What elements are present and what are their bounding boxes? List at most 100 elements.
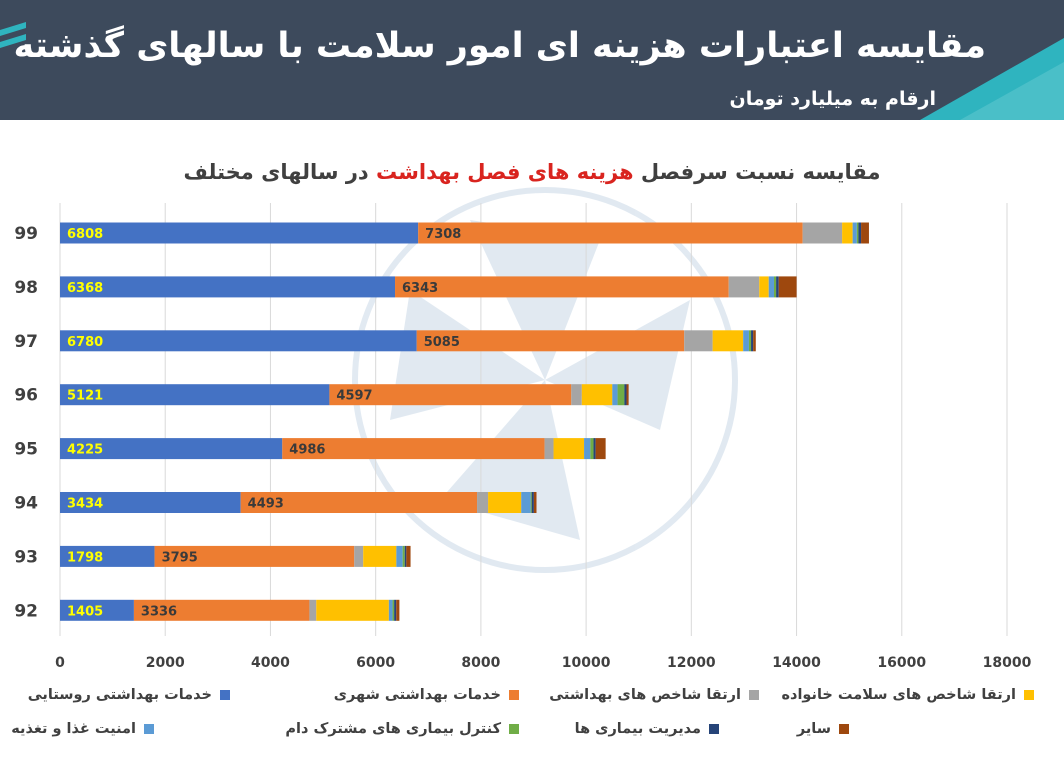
bar-segment <box>418 222 803 244</box>
legend-swatch <box>839 724 849 734</box>
bar-segment <box>684 330 713 352</box>
bar-segment <box>617 384 625 406</box>
bar-segment <box>394 599 397 621</box>
bar-segment <box>743 330 749 352</box>
legend-item: امنیت غذا و تغذیه <box>11 718 154 740</box>
chart-title-highlight: هزینه های فصل بهداشت <box>376 160 634 184</box>
data-label: 3434 <box>67 497 103 512</box>
bar-segment <box>396 599 400 621</box>
data-label: 4493 <box>248 497 284 512</box>
bar-segment <box>309 599 317 621</box>
bar-segment <box>416 330 685 352</box>
bar-segment <box>521 492 531 513</box>
bar-segment <box>612 384 618 406</box>
bar-segment <box>571 384 582 406</box>
y-category-label: 99 <box>14 224 38 244</box>
bar-segment <box>802 222 843 244</box>
chart-title-before: مقایسه نسبت سرفصل <box>640 160 881 184</box>
x-tick-label: 2000 <box>146 655 185 671</box>
x-tick-label: 0 <box>55 655 65 671</box>
bar-segment <box>590 438 594 460</box>
bar-segment <box>388 599 393 621</box>
x-tick-label: 10000 <box>562 655 611 671</box>
legend-label: خدمات بهداشتی شهری <box>333 687 501 703</box>
bar-segment <box>584 438 591 460</box>
bar-segment <box>773 276 777 298</box>
bar-segment <box>60 384 330 406</box>
data-label: 6808 <box>67 227 103 242</box>
data-label: 1798 <box>67 550 103 565</box>
bar-segment <box>354 545 364 567</box>
bar-segment <box>856 222 859 244</box>
legend-item: کنترل بیماری های مشترک دام <box>285 718 519 740</box>
x-tick-label: 16000 <box>877 655 926 671</box>
bar-segment <box>778 276 797 298</box>
bar-segment <box>712 330 744 352</box>
watermark-ring <box>352 187 738 573</box>
legend-label: کنترل بیماری های مشترک دام <box>285 721 501 737</box>
bar-segment <box>626 384 629 406</box>
bar-segment <box>858 222 862 244</box>
x-tick-label: 6000 <box>356 655 395 671</box>
x-tick-label: 4000 <box>251 655 290 671</box>
x-tick-label: 12000 <box>667 655 716 671</box>
legend-item: خدمات بهداشتی روستایی <box>28 684 230 706</box>
bar-segment <box>553 438 585 460</box>
bar-segment <box>404 545 407 567</box>
legend-swatch <box>749 690 759 700</box>
x-tick-label: 8000 <box>461 655 500 671</box>
bar-segment <box>593 438 596 460</box>
legend-item: خدمات بهداشتی شهری <box>334 684 519 706</box>
legend-row-2: امنیت غذا و تغذیه کنترل بیماری های مشترک… <box>0 718 1064 740</box>
bar-segment <box>133 599 310 621</box>
y-category-label: 98 <box>14 278 38 298</box>
bar-segment <box>395 276 729 298</box>
bar-segment <box>329 384 572 406</box>
y-category-label: 92 <box>14 601 38 621</box>
y-category-label: 96 <box>14 386 38 406</box>
bar-segment <box>240 492 478 513</box>
data-label: 6368 <box>67 281 103 296</box>
bar-segment <box>624 384 627 406</box>
bar-segment <box>753 330 756 352</box>
bar-segment <box>595 438 606 460</box>
bar-segment <box>406 545 411 567</box>
header-accent-stripe-light <box>960 62 1064 120</box>
y-category-label: 95 <box>14 440 38 460</box>
data-label: 3336 <box>141 604 177 619</box>
data-label: 4986 <box>289 443 325 458</box>
legend-item: مدیریت بیماری ها <box>575 718 719 740</box>
chart-title-after: در سالهای مختلف <box>183 160 369 184</box>
legend-swatch <box>1024 690 1034 700</box>
data-label: 6343 <box>402 281 438 296</box>
bar-segment <box>488 492 522 513</box>
page-title: مقایسه اعتبارات هزینه ای امور سلامت با س… <box>13 26 986 66</box>
data-label: 6780 <box>67 335 103 350</box>
bar-segment <box>759 276 769 298</box>
data-label: 1405 <box>67 604 103 619</box>
data-label: 4225 <box>67 443 103 458</box>
x-tick-label: 18000 <box>983 655 1032 671</box>
bar-segment <box>282 438 545 460</box>
legend-label: مدیریت بیماری ها <box>574 721 701 737</box>
bar-segment <box>60 222 419 244</box>
legend-item: سایر <box>797 718 849 740</box>
bar-segment <box>728 276 760 298</box>
legend-swatch <box>220 690 230 700</box>
bar-segment <box>60 276 396 298</box>
bar-segment <box>60 330 417 352</box>
bar-segment <box>842 222 853 244</box>
bar-segment <box>363 545 397 567</box>
bar-segment <box>396 545 403 567</box>
data-label: 5085 <box>424 335 460 350</box>
bar-segment <box>533 492 537 513</box>
bar-segment <box>581 384 613 406</box>
bar-segment <box>402 545 405 567</box>
bar-segment <box>748 330 752 352</box>
logo-chevron-icon <box>0 22 26 36</box>
bar-segment <box>751 330 754 352</box>
bar-segment <box>316 599 389 621</box>
bar-segment <box>768 276 774 298</box>
legend-label: ارتقا شاخص های سلامت خانواده <box>781 687 1016 703</box>
x-tick-label: 14000 <box>772 655 821 671</box>
